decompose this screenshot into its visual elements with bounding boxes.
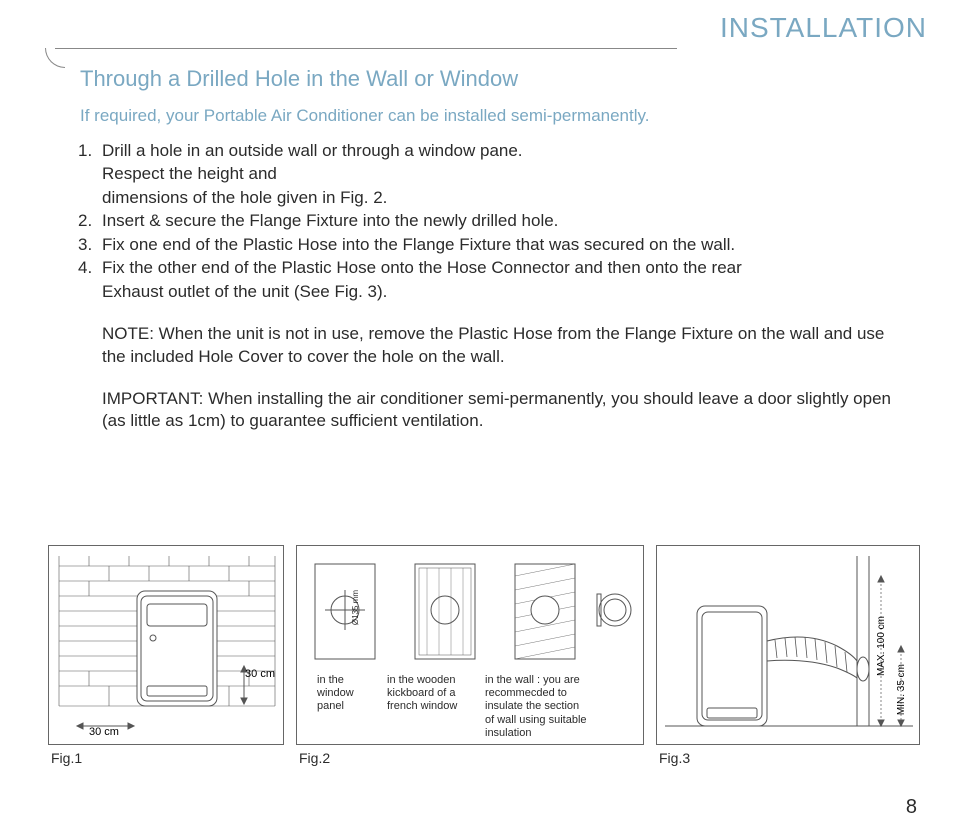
figure-2-label: Fig.2 xyxy=(299,750,330,766)
note-text: NOTE: When the unit is not in use, remov… xyxy=(78,323,898,368)
fig2-col2-l3: french window xyxy=(387,700,457,712)
step-text: Exhaust outlet of the unit (See Fig. 3). xyxy=(102,281,898,303)
fig2-flange-dim: Ø135 mm xyxy=(351,590,361,625)
figure-1-label: Fig.1 xyxy=(51,750,82,766)
step-text: Insert & secure the Flange Fixture into … xyxy=(102,210,898,232)
page-number: 8 xyxy=(906,796,917,819)
fig1-dim-right: 30 cm xyxy=(245,668,275,680)
step-num xyxy=(78,281,102,303)
fig2-col3-l1: in the wall : you are xyxy=(485,674,580,686)
step-text: Fix one end of the Plastic Hose into the… xyxy=(102,234,898,256)
figure-3-label: Fig.3 xyxy=(659,750,690,766)
fig2-col3-l4: of wall using suitable xyxy=(485,714,587,726)
fig2-col2-l1: in the wooden xyxy=(387,674,456,686)
step-num: 2. xyxy=(78,210,102,232)
header-rule-container xyxy=(0,46,959,68)
section-intro: If required, your Portable Air Condition… xyxy=(80,106,880,126)
fig3-max-label: MAX. 100 cm xyxy=(876,616,887,676)
fig2-col3-l3: insulate the section xyxy=(485,700,579,712)
figure-1-svg xyxy=(49,546,285,746)
figures-row: 30 cm 30 cm Fig.1 xyxy=(48,545,928,745)
step-text: Respect the height and xyxy=(102,163,898,185)
step-num xyxy=(78,163,102,185)
step-text: Fix the other end of the Plastic Hose on… xyxy=(102,257,898,279)
fig2-col3-l2: recommecded to xyxy=(485,687,567,699)
step-text: dimensions of the hole given in Fig. 2. xyxy=(102,187,898,209)
figure-1: 30 cm 30 cm Fig.1 xyxy=(48,545,284,745)
fig2-col1-l1: in the xyxy=(317,674,344,686)
figure-2: Ø135 mm in the window panel in the woode… xyxy=(296,545,644,745)
header-curve xyxy=(45,48,65,68)
figure-3: MAX. 100 cm MIN. 35 cm Fig.3 xyxy=(656,545,920,745)
important-text: IMPORTANT: When installing the air condi… xyxy=(78,388,898,433)
step-num: 4. xyxy=(78,257,102,279)
page-header-title: INSTALLATION xyxy=(720,12,927,44)
fig1-dim-bottom: 30 cm xyxy=(89,726,119,738)
fig2-col2-l2: kickboard of a xyxy=(387,687,455,699)
step-num: 1. xyxy=(78,140,102,162)
step-num xyxy=(78,187,102,209)
fig2-col1-l3: panel xyxy=(317,700,344,712)
fig2-col1-l2: window xyxy=(317,687,354,699)
fig2-col3-l5: insulation xyxy=(485,727,531,739)
step-text: Drill a hole in an outside wall or throu… xyxy=(102,140,898,162)
header-rule xyxy=(55,48,677,49)
step-num: 3. xyxy=(78,234,102,256)
instructions-block: 1.Drill a hole in an outside wall or thr… xyxy=(78,140,898,433)
section-title: Through a Drilled Hole in the Wall or Wi… xyxy=(80,66,518,92)
fig3-min-label: MIN. 35 cm xyxy=(896,664,907,715)
